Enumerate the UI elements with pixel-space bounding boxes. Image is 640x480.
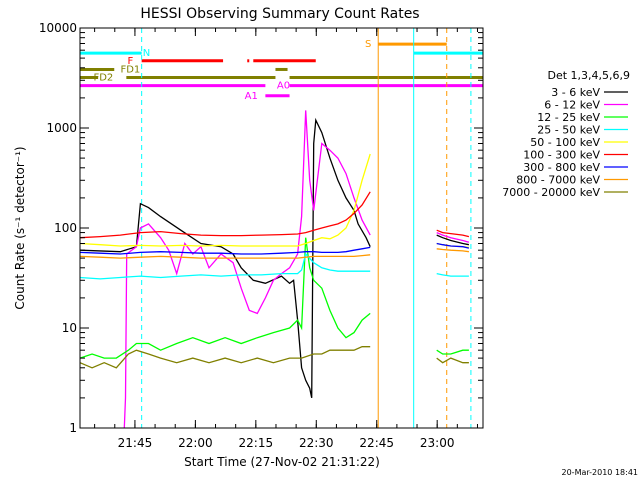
series-line — [436, 232, 470, 243]
series-line — [436, 234, 470, 246]
legend-entry-label: 50 - 100 keV — [530, 136, 600, 149]
x-axis-label: Start Time (27-Nov-02 21:31:22) — [184, 455, 380, 469]
x-axis-ticks: 21:45 22:00 22:15 22:30 22:45 23:00 — [94, 28, 478, 450]
flag-label-fd2: FD2 — [93, 72, 113, 83]
x-tick-label: 22:30 — [299, 436, 334, 450]
legend-entry-label: 12 - 25 keV — [537, 111, 600, 124]
y-tick-label: 10000 — [39, 21, 77, 35]
y-axis-ticks: 1 10 100 1000 10000 — [39, 21, 483, 435]
flag-label-a1: A1 — [245, 91, 258, 102]
legend-entry-label: 25 - 50 keV — [537, 124, 600, 137]
legend-entry-label: 100 - 300 keV — [523, 149, 600, 162]
legend-entry-label: 7000 - 20000 keV — [502, 186, 600, 199]
flag-label-a0: A0 — [277, 81, 290, 92]
legend-entry-label: 6 - 12 keV — [544, 99, 600, 112]
data-series — [79, 110, 470, 429]
series-line — [436, 248, 469, 253]
x-tick-label: 21:45 — [118, 436, 153, 450]
x-tick-label: 22:45 — [359, 436, 394, 450]
y-tick-label: 10 — [62, 321, 77, 335]
flag-label-fd1: FD1 — [120, 64, 140, 75]
series-line — [436, 349, 469, 355]
legend-entry-label: 3 - 6 keV — [551, 86, 600, 99]
y-axis-label: Count Rate (s⁻¹ detector⁻¹) — [13, 146, 27, 309]
y-tick-label: 1000 — [46, 121, 77, 135]
legend-entry-label: 300 - 800 keV — [523, 161, 600, 174]
y-tick-label: 100 — [54, 221, 77, 235]
series-line — [123, 110, 371, 429]
series-line — [436, 272, 469, 277]
legend-title: Det 1,3,4,5,6,9 — [547, 69, 630, 82]
series-line — [79, 252, 371, 280]
x-tick-label: 23:00 — [420, 436, 455, 450]
legend-entry-label: 800 - 7000 keV — [516, 174, 600, 187]
flag-label-n: N — [143, 48, 150, 59]
series-line — [79, 346, 371, 369]
y-tick-label: 1 — [69, 421, 77, 435]
series-line — [436, 229, 470, 238]
chart-title: HESSI Observing Summary Count Rates — [140, 6, 419, 22]
series-line — [79, 246, 371, 255]
timestamp: 20-Mar-2010 18:41 — [562, 468, 639, 477]
series-line — [79, 153, 371, 247]
series-line — [79, 237, 371, 359]
x-tick-label: 22:15 — [239, 436, 274, 450]
series-line — [436, 357, 469, 364]
series-line — [79, 191, 371, 239]
series-line — [79, 254, 371, 259]
series-line — [436, 242, 470, 249]
x-tick-label: 22:00 — [178, 436, 213, 450]
flag-label-f: F — [127, 56, 133, 67]
series-line — [79, 117, 371, 399]
flag-label-s: S — [365, 39, 371, 50]
y-axis-label-text: Count Rate (s⁻¹ detector⁻¹) — [13, 146, 27, 309]
